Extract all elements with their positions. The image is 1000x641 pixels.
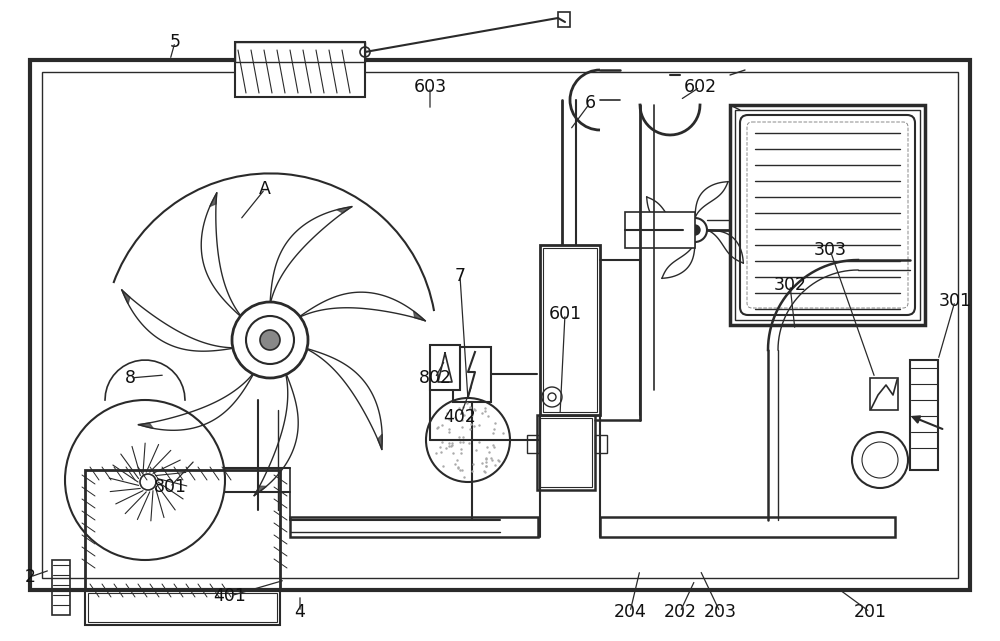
Text: 601: 601 (548, 305, 582, 323)
Bar (540, 245, 600, 415)
Text: 5: 5 (170, 33, 181, 51)
Circle shape (232, 302, 308, 378)
Bar (235, 42, 365, 97)
Text: 201: 201 (853, 603, 886, 621)
Bar (52, 560, 70, 615)
Circle shape (260, 330, 280, 350)
Text: 303: 303 (813, 241, 846, 259)
Circle shape (683, 218, 707, 242)
Text: 602: 602 (683, 78, 717, 96)
Bar (558, 12, 570, 27)
Polygon shape (122, 290, 130, 304)
Bar (730, 105, 925, 325)
Bar (290, 517, 538, 537)
Polygon shape (414, 311, 425, 320)
Text: 204: 204 (614, 603, 646, 621)
Bar (543, 248, 597, 412)
Text: 402: 402 (444, 408, 476, 426)
Bar (870, 378, 898, 410)
Bar (42, 72, 958, 578)
Text: 802: 802 (418, 369, 452, 387)
Text: 302: 302 (773, 276, 806, 294)
Bar (910, 360, 938, 470)
Polygon shape (138, 423, 153, 428)
Bar (600, 517, 895, 537)
Bar (537, 415, 595, 490)
Bar (540, 418, 592, 487)
Bar (85, 470, 280, 590)
Text: 4: 4 (295, 603, 305, 621)
FancyBboxPatch shape (740, 115, 915, 315)
Bar (527, 435, 539, 453)
Bar (625, 212, 695, 248)
Text: 801: 801 (154, 478, 187, 496)
Bar (88, 593, 277, 622)
Text: 6: 6 (584, 94, 596, 112)
Text: 202: 202 (664, 603, 696, 621)
Bar (30, 60, 970, 590)
Text: 7: 7 (454, 267, 466, 285)
Text: 2: 2 (25, 568, 36, 586)
Text: A: A (259, 180, 271, 198)
Text: 203: 203 (704, 603, 736, 621)
Bar (595, 435, 607, 453)
Circle shape (690, 225, 700, 235)
Bar (235, 42, 365, 62)
Bar (85, 590, 280, 625)
Polygon shape (210, 193, 217, 206)
Polygon shape (254, 486, 266, 495)
Text: 603: 603 (413, 78, 447, 96)
Bar (453, 347, 491, 402)
Text: 301: 301 (938, 292, 971, 310)
Bar (430, 345, 460, 390)
Circle shape (140, 474, 156, 490)
Polygon shape (337, 206, 352, 213)
Text: 401: 401 (214, 587, 246, 605)
Text: 8: 8 (125, 369, 136, 387)
Circle shape (548, 393, 556, 401)
Polygon shape (378, 434, 382, 449)
Bar (735, 110, 920, 320)
Circle shape (246, 316, 294, 364)
